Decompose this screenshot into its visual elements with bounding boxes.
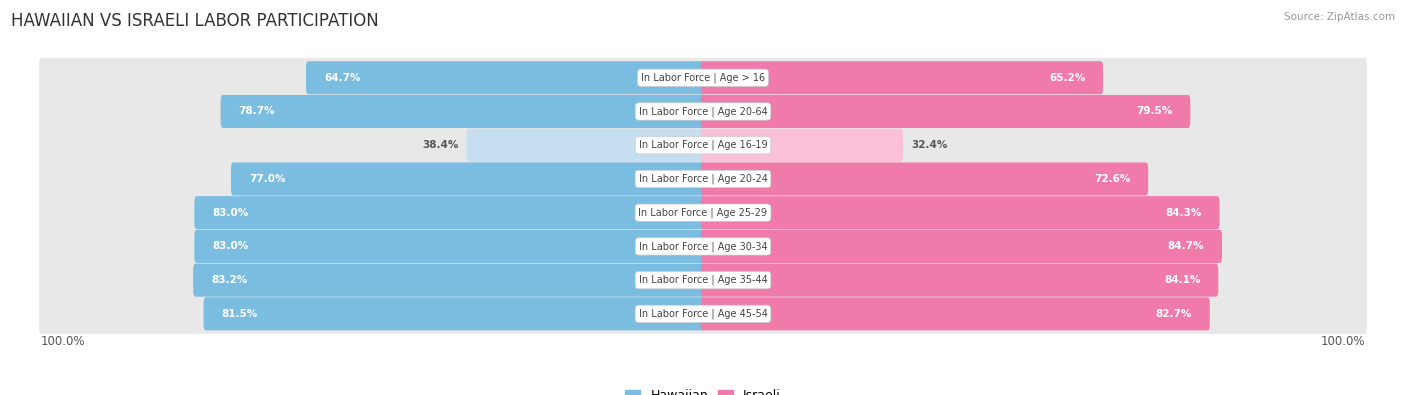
Text: 72.6%: 72.6% (1094, 174, 1130, 184)
Text: HAWAIIAN VS ISRAELI LABOR PARTICIPATION: HAWAIIAN VS ISRAELI LABOR PARTICIPATION (11, 12, 380, 30)
Text: 100.0%: 100.0% (1320, 335, 1365, 348)
FancyBboxPatch shape (39, 92, 1367, 132)
Text: 84.7%: 84.7% (1167, 241, 1204, 251)
Text: 83.0%: 83.0% (212, 241, 249, 251)
Text: In Labor Force | Age 20-24: In Labor Force | Age 20-24 (638, 174, 768, 184)
Text: 83.0%: 83.0% (212, 208, 249, 218)
Text: In Labor Force | Age 16-19: In Labor Force | Age 16-19 (638, 140, 768, 150)
Text: 78.7%: 78.7% (239, 107, 276, 117)
Text: In Labor Force | Age 45-54: In Labor Force | Age 45-54 (638, 308, 768, 319)
Text: In Labor Force | Age 20-64: In Labor Force | Age 20-64 (638, 106, 768, 117)
Text: 38.4%: 38.4% (422, 140, 458, 150)
FancyBboxPatch shape (39, 159, 1367, 199)
FancyBboxPatch shape (204, 297, 706, 330)
FancyBboxPatch shape (194, 196, 706, 229)
FancyBboxPatch shape (700, 230, 1222, 263)
Text: In Labor Force | Age > 16: In Labor Force | Age > 16 (641, 73, 765, 83)
Text: 82.7%: 82.7% (1156, 309, 1192, 319)
FancyBboxPatch shape (39, 125, 1367, 165)
Text: In Labor Force | Age 30-34: In Labor Force | Age 30-34 (638, 241, 768, 252)
FancyBboxPatch shape (700, 297, 1209, 330)
Text: 65.2%: 65.2% (1049, 73, 1085, 83)
Text: Source: ZipAtlas.com: Source: ZipAtlas.com (1284, 12, 1395, 22)
FancyBboxPatch shape (39, 260, 1367, 300)
Text: 64.7%: 64.7% (323, 73, 360, 83)
FancyBboxPatch shape (39, 58, 1367, 98)
Text: In Labor Force | Age 35-44: In Labor Force | Age 35-44 (638, 275, 768, 286)
FancyBboxPatch shape (467, 129, 706, 162)
FancyBboxPatch shape (700, 263, 1219, 297)
FancyBboxPatch shape (39, 294, 1367, 334)
Text: 79.5%: 79.5% (1136, 107, 1173, 117)
FancyBboxPatch shape (700, 61, 1104, 94)
FancyBboxPatch shape (193, 263, 706, 297)
FancyBboxPatch shape (307, 61, 706, 94)
Text: 81.5%: 81.5% (221, 309, 257, 319)
Text: 77.0%: 77.0% (249, 174, 285, 184)
FancyBboxPatch shape (39, 226, 1367, 266)
FancyBboxPatch shape (221, 95, 706, 128)
FancyBboxPatch shape (39, 193, 1367, 233)
Text: 83.2%: 83.2% (211, 275, 247, 285)
FancyBboxPatch shape (700, 196, 1219, 229)
Text: 100.0%: 100.0% (41, 335, 86, 348)
Text: 32.4%: 32.4% (911, 140, 948, 150)
FancyBboxPatch shape (700, 162, 1149, 196)
Text: 84.1%: 84.1% (1164, 275, 1201, 285)
Text: In Labor Force | Age 25-29: In Labor Force | Age 25-29 (638, 207, 768, 218)
Text: 84.3%: 84.3% (1166, 208, 1202, 218)
FancyBboxPatch shape (194, 230, 706, 263)
FancyBboxPatch shape (700, 95, 1191, 128)
FancyBboxPatch shape (700, 129, 903, 162)
Legend: Hawaiian, Israeli: Hawaiian, Israeli (620, 384, 786, 395)
FancyBboxPatch shape (231, 162, 706, 196)
